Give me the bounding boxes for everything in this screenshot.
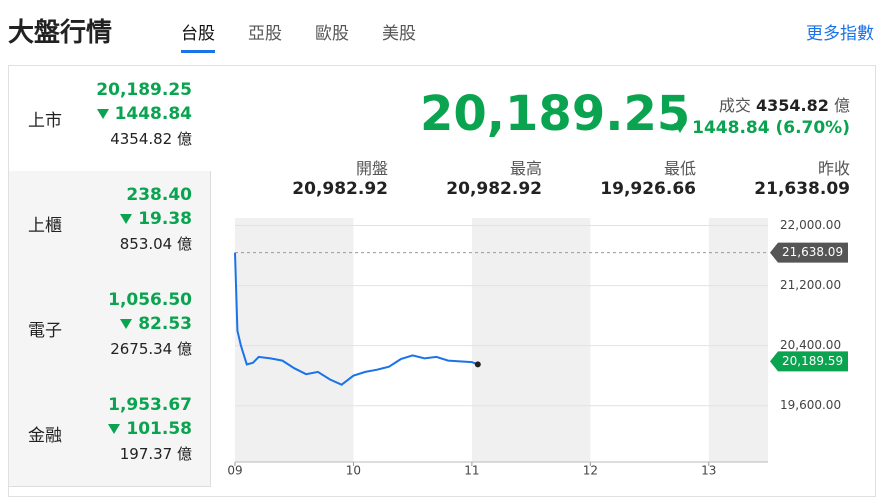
market-item[interactable]: 上櫃 238.40 19.38 853.04 億	[9, 171, 211, 277]
down-arrow	[108, 424, 121, 434]
market-item[interactable]: 金融 1,953.67 101.58 197.37 億	[9, 381, 211, 487]
stat-value: 20,982.92	[292, 179, 388, 199]
down-arrow	[120, 319, 133, 329]
change-value: 101.58	[126, 419, 192, 439]
y-tick-label: 22,000.00	[780, 218, 841, 232]
tab[interactable]: 美股	[382, 24, 416, 44]
change-value: 19.38	[138, 209, 192, 229]
tab[interactable]: 歐股	[315, 24, 349, 44]
y-tick-label: 19,600.00	[780, 398, 841, 412]
x-tick-label: 13	[701, 464, 716, 478]
market-price: 1,953.67	[108, 395, 192, 415]
market-price: 1,056.50	[108, 290, 192, 310]
stat-value: 21,638.09	[754, 179, 850, 199]
stat-label: 最低	[663, 159, 696, 178]
stat-label: 開盤	[355, 159, 388, 178]
market-volume: 853.04 億	[119, 235, 192, 253]
market-name: 上市	[28, 111, 62, 131]
prev-close-tag	[770, 242, 848, 263]
x-tick-label: 09	[227, 464, 242, 478]
x-tick-label: 10	[346, 464, 361, 478]
change: 1448.84 (6.70%)	[674, 118, 850, 138]
market-volume: 4354.82 億	[110, 130, 192, 148]
market-name: 上櫃	[28, 216, 62, 236]
down-arrow	[120, 214, 133, 224]
market-change: 82.53	[120, 314, 192, 334]
more-link[interactable]: 更多指數	[806, 24, 874, 44]
turnover: 成交 4354.82 億	[719, 92, 850, 116]
change-value: 1448.84	[114, 104, 192, 124]
stat-label: 最高	[509, 159, 542, 178]
y-tick-label: 21,200.00	[780, 278, 841, 292]
market-volume: 197.37 億	[119, 445, 192, 463]
change-value: 82.53	[138, 314, 192, 334]
market-change: 19.38	[120, 209, 192, 229]
stat-value: 19,926.66	[600, 179, 696, 199]
market-name: 電子	[28, 321, 62, 341]
session-band	[471, 218, 591, 462]
session-band	[235, 218, 354, 462]
stat-value: 20,982.92	[446, 179, 542, 199]
turnover-unit: 億	[833, 96, 850, 115]
big-price: 20,189.25	[420, 86, 691, 142]
market-price: 238.40	[126, 185, 192, 205]
down-arrow	[96, 109, 109, 119]
stat-label: 昨收	[817, 159, 850, 178]
market-volume: 2675.34 億	[110, 340, 192, 358]
turnover-value: 4354.82	[756, 96, 829, 115]
market-item[interactable]: 上市 20,189.25 1448.84 4354.82 億	[9, 66, 210, 172]
y-tick-label: 20,400.00	[780, 338, 841, 352]
market-change: 1448.84	[96, 104, 192, 124]
tab[interactable]: 亞股	[248, 24, 282, 44]
turnover-label: 成交	[718, 96, 751, 115]
last-point	[474, 361, 481, 368]
market-item[interactable]: 電子 1,056.50 82.53 2675.34 億	[9, 276, 211, 382]
page-title: 大盤行情	[8, 18, 113, 48]
session-band	[708, 218, 768, 462]
last-price-tag	[770, 351, 848, 372]
tab[interactable]: 台股	[181, 19, 215, 53]
price-line	[234, 252, 479, 386]
down-arrow	[674, 123, 687, 133]
change-value: 1448.84 (6.70%)	[692, 118, 850, 138]
prev-close-label: 21,638.09	[782, 245, 843, 259]
last-price-label: 20,189.59	[782, 354, 843, 368]
market-price: 20,189.25	[96, 80, 192, 100]
x-tick-label: 11	[464, 464, 479, 478]
market-change: 101.58	[108, 419, 192, 439]
market-name: 金融	[28, 426, 62, 446]
x-tick-label: 12	[583, 464, 598, 478]
